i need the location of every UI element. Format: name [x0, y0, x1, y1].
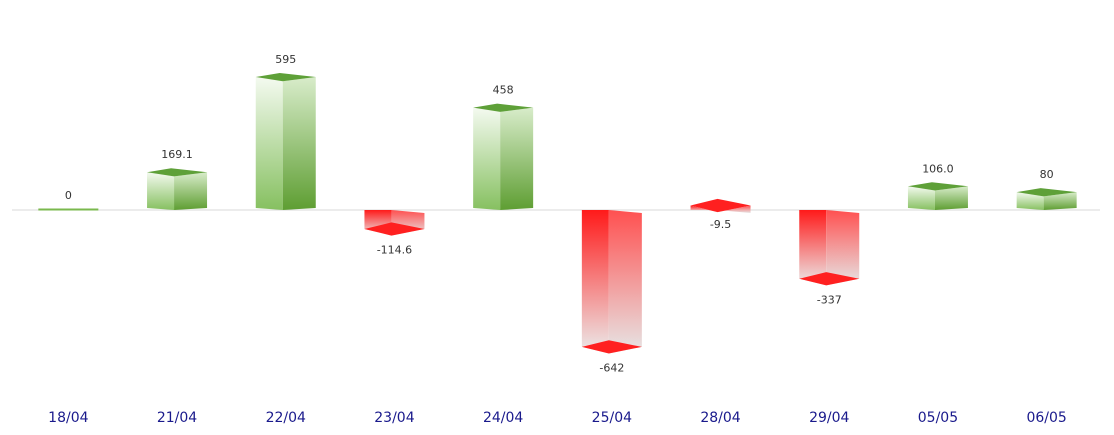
x-tick-label: 25/04: [592, 410, 632, 426]
bar-06-05: [1016, 188, 1077, 210]
bar-bottom-face: [690, 198, 751, 213]
bar-bottom-face: [581, 340, 642, 354]
bar-05-05: [907, 182, 968, 210]
data-label: -642: [599, 361, 624, 374]
bar-front-face: [581, 210, 609, 354]
data-label: -114.6: [377, 244, 412, 257]
bar-front-face: [907, 186, 935, 210]
x-tick-label: 24/04: [483, 410, 523, 426]
labels-layer: 0 18/04 169.1 21/04 595 22/04 -114.6 23/04 458 24…: [48, 53, 1067, 426]
bar-side-face: [717, 205, 751, 213]
data-label: 169.1: [161, 148, 193, 161]
bar-top-face: [1016, 188, 1077, 197]
bar-29-04: [799, 210, 860, 286]
data-label: 458: [493, 84, 514, 97]
bar-top-face: [473, 103, 534, 112]
bar-24-04: [473, 103, 534, 210]
bar-side-face: [282, 77, 316, 210]
bar-front-face: [1016, 192, 1044, 210]
bar-bottom-face: [799, 272, 860, 286]
bar-front-face: [147, 172, 175, 210]
bar-top-face: [907, 182, 968, 191]
data-label: 106.0: [922, 162, 954, 175]
bar-bottom-face: [364, 222, 425, 236]
data-label: -9.5: [710, 218, 731, 231]
x-tick-label: 21/04: [157, 410, 197, 426]
bar-28-04: [690, 198, 751, 213]
bar-top-face: [147, 168, 208, 177]
bar-top-face: [255, 73, 316, 82]
x-tick-label: 05/05: [918, 410, 958, 426]
bar-front-face: [255, 77, 283, 210]
bar-21-04: [147, 168, 208, 210]
data-label: -337: [817, 293, 842, 306]
bar-front-face: [473, 107, 501, 210]
data-label: 80: [1040, 168, 1054, 181]
bar-side-face: [1043, 192, 1077, 210]
bar-side-face: [500, 107, 534, 210]
x-tick-label: 28/04: [700, 410, 740, 426]
bar-front-face: [799, 210, 827, 286]
data-label: 595: [275, 53, 296, 66]
x-tick-label: 06/05: [1026, 410, 1066, 426]
x-tick-label: 29/04: [809, 410, 849, 426]
x-tick-label: 22/04: [266, 410, 306, 426]
bar-25-04: [581, 210, 642, 354]
bar-zero-sliver: [38, 208, 99, 211]
bar-side-face: [934, 186, 968, 210]
bars-layer: [38, 73, 1077, 354]
data-label: 0: [65, 189, 72, 202]
bar-23-04: [364, 210, 425, 236]
x-tick-label: 18/04: [48, 410, 88, 426]
bar-18-04: [38, 208, 99, 211]
bar-side-face: [826, 210, 860, 286]
bar-side-face: [174, 172, 208, 210]
bar-22-04: [255, 73, 316, 210]
x-tick-label: 23/04: [374, 410, 414, 426]
bar-side-face: [608, 210, 642, 354]
